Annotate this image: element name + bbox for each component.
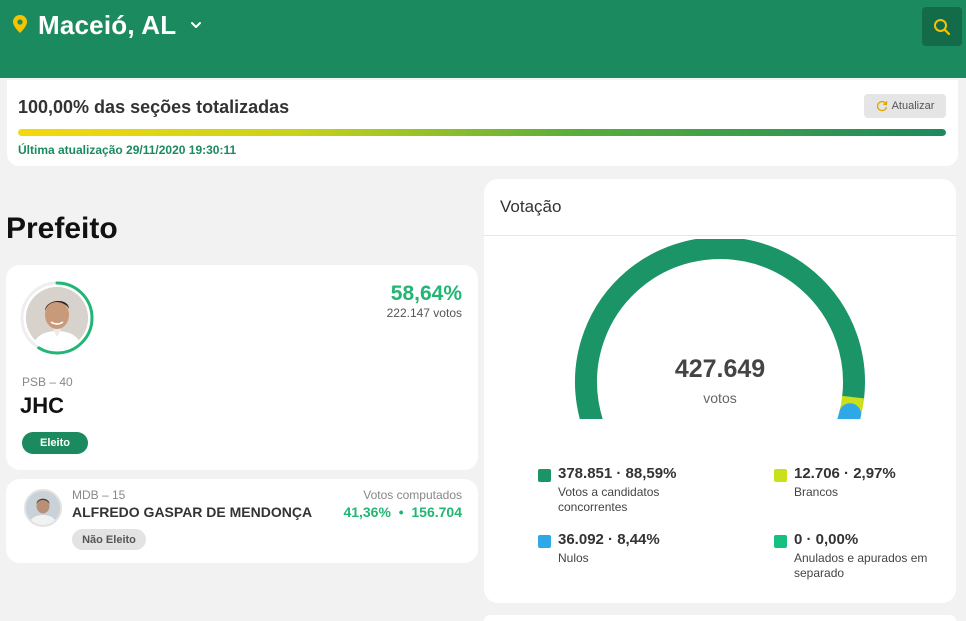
legend-label: Anulados e apurados em separado (794, 551, 928, 580)
last-update-text: Última atualização 29/11/2020 19:30:11 (18, 143, 237, 157)
candidate-name: JHC (20, 393, 65, 418)
legend-swatch (538, 469, 551, 482)
chevron-down-icon[interactable] (190, 20, 202, 30)
vote-gauge (575, 239, 865, 419)
candidate-name: ALFREDO GASPAR DE MENDONÇA (72, 504, 313, 520)
legend-label: Votos a candidatos concorrentes (558, 485, 660, 514)
totalization-title: 100,00% das seções totalizadas (18, 97, 290, 117)
legend-value: 0 · 0,00% (794, 531, 859, 548)
candidate-percent: 58,64% (390, 282, 462, 305)
search-icon (934, 18, 951, 35)
top-bar: Maceió, AL (0, 0, 966, 78)
search-button[interactable] (922, 7, 962, 46)
divider (484, 235, 956, 236)
total-votes-unit: votos (703, 390, 737, 406)
legend-label: Brancos (794, 485, 839, 499)
next-card-edge (484, 615, 956, 621)
refresh-icon (876, 100, 887, 112)
gauge-segment-candidates (575, 239, 865, 419)
gauge-segment-nulos (837, 403, 862, 419)
legend-label: Nulos (558, 551, 589, 565)
candidate-card-runner-up[interactable]: MDB – 15 ALFREDO GASPAR DE MENDONÇA Não … (6, 479, 478, 563)
votes-computed-label: Votos computados (363, 488, 462, 502)
legend-swatch (774, 535, 787, 548)
totalization-status-card: 100,00% das seções totalizadas Atualizar… (7, 80, 958, 166)
office-title: Prefeito (6, 212, 118, 245)
candidate-card-winner[interactable]: 58,64% 222.147 votos PSB – 40 JHC Eleito (6, 265, 478, 470)
map-pin-icon (13, 15, 27, 33)
candidate-photo (24, 489, 62, 527)
vote-share-ring (20, 281, 94, 355)
votes-computed-value: 41,36% • 156.704 (343, 504, 462, 520)
not-elected-badge: Não Eleito (72, 529, 146, 550)
candidate-photo (26, 287, 88, 349)
legend-swatch (774, 469, 787, 482)
legend-swatch (538, 535, 551, 548)
votacao-card: Votação 427.649 votos 378.851 · 88,59% V… (484, 179, 956, 603)
elected-badge: Eleito (22, 432, 88, 454)
legend-value: 36.092 · 8,44% (558, 531, 660, 548)
candidate-party: PSB – 40 (22, 375, 73, 389)
votacao-title: Votação (500, 197, 562, 216)
location-title[interactable]: Maceió, AL (38, 10, 177, 40)
refresh-button[interactable]: Atualizar (864, 94, 946, 118)
total-votes: 427.649 (674, 355, 766, 383)
totalization-progress-fill (18, 129, 946, 136)
candidate-party: MDB – 15 (72, 488, 126, 502)
candidate-votes: 222.147 votos (386, 306, 462, 320)
legend-value: 12.706 · 2,97% (794, 465, 896, 482)
refresh-label: Atualizar (891, 100, 935, 112)
legend-value: 378.851 · 88,59% (558, 465, 677, 482)
totalization-progress-bar (18, 129, 946, 136)
